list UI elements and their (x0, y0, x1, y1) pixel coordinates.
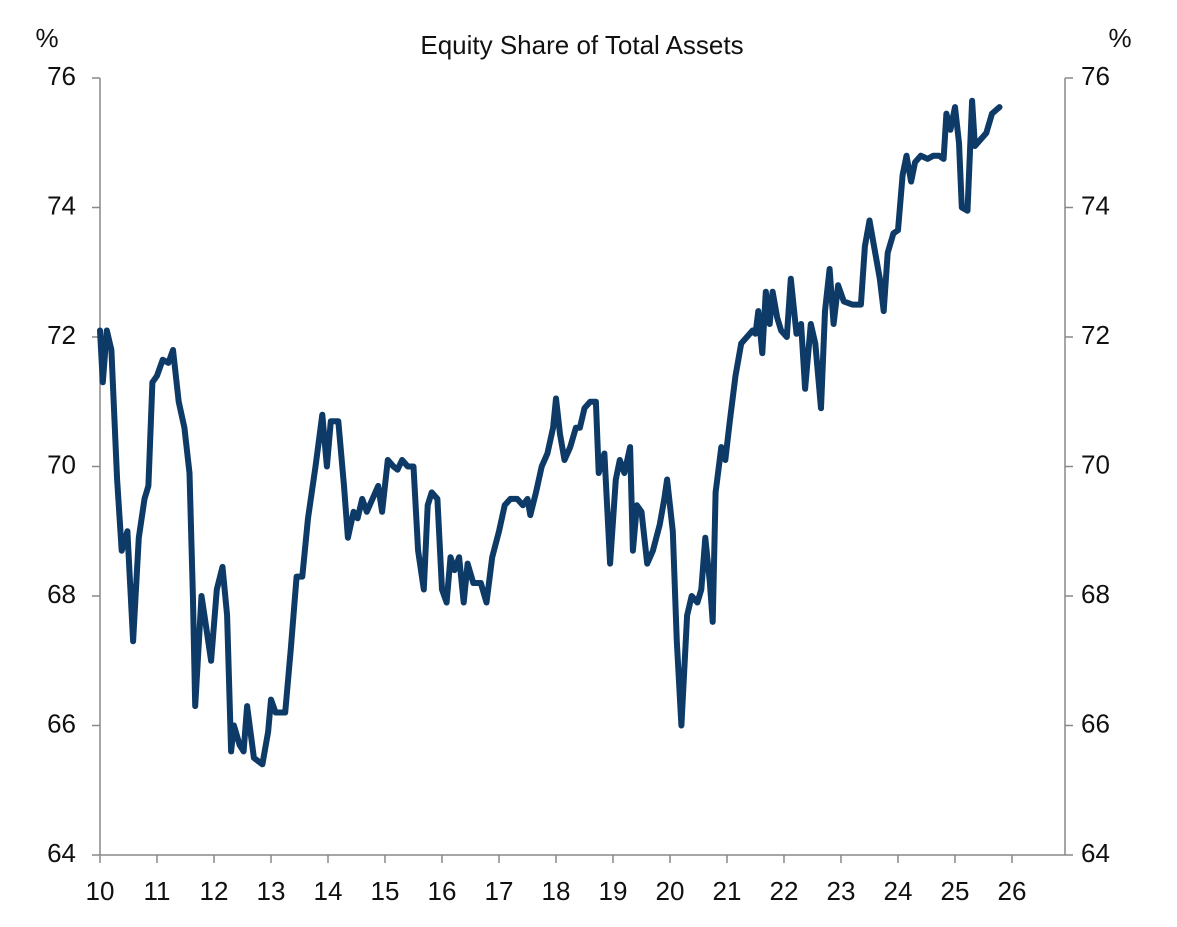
x-tick-label: 24 (884, 876, 913, 906)
y2-tick-label: 64 (1081, 838, 1110, 868)
x-tick-label: 16 (428, 876, 457, 906)
x-tick-label: 23 (827, 876, 856, 906)
y2-tick-label: 70 (1081, 449, 1110, 479)
y2-tick-label: 68 (1081, 579, 1110, 609)
y2-tick-label: 66 (1081, 708, 1110, 738)
y2-axis-label: % (1108, 23, 1131, 53)
x-tick-label: 15 (371, 876, 400, 906)
y2-tick-label: 74 (1081, 190, 1110, 220)
x-tick-label: 19 (599, 876, 628, 906)
y2-tick-label: 72 (1081, 320, 1110, 350)
y2-tick-label: 76 (1081, 61, 1110, 91)
x-tick-label: 22 (770, 876, 799, 906)
x-tick-label: 20 (656, 876, 685, 906)
data-line (97, 97, 1003, 768)
y-tick-label: 74 (47, 190, 76, 220)
y-tick-label: 70 (47, 449, 76, 479)
x-tick-label: 18 (542, 876, 571, 906)
x-tick-label: 13 (257, 876, 286, 906)
x-tick-label: 26 (998, 876, 1027, 906)
y-tick-label: 76 (47, 61, 76, 91)
x-tick-label: 12 (200, 876, 229, 906)
x-tick-label: 10 (86, 876, 115, 906)
x-tick-label: 11 (143, 876, 170, 906)
y-tick-label: 68 (47, 579, 76, 609)
x-tick-label: 14 (314, 876, 343, 906)
chart-title: Equity Share of Total Assets (420, 30, 743, 60)
x-tick-label: 25 (941, 876, 970, 906)
y-axis-label: % (35, 23, 58, 53)
x-tick-label: 17 (485, 876, 514, 906)
y-tick-label: 72 (47, 320, 76, 350)
y-tick-label: 66 (47, 708, 76, 738)
y-tick-label: 64 (47, 838, 76, 868)
x-tick-label: 21 (713, 876, 742, 906)
